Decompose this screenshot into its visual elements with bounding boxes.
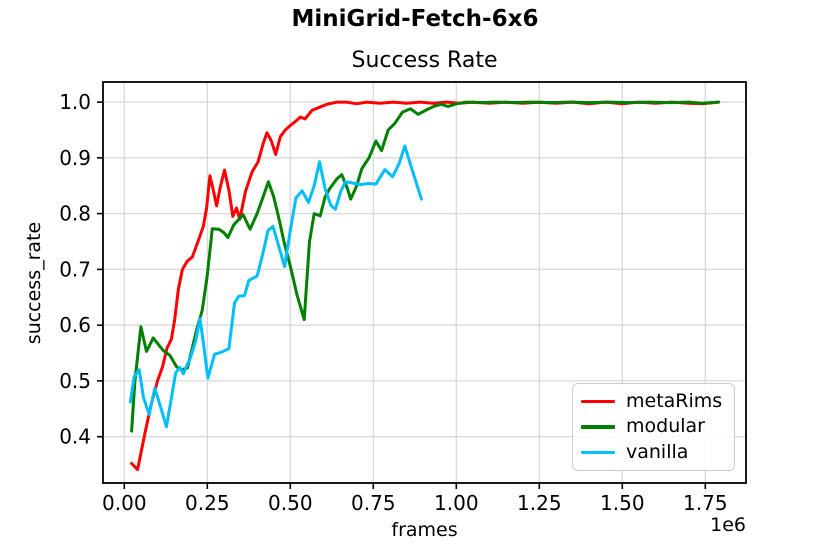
x-tick-label: 1.75 [683, 491, 728, 515]
y-tick-label: 1.0 [59, 90, 91, 114]
x-axis-label: frames [391, 519, 458, 541]
series-line-vanilla [128, 144, 423, 429]
x-tick-label: 0.75 [351, 491, 396, 515]
axes-title: Success Rate [351, 48, 498, 73]
y-tick-label: 0.6 [59, 313, 91, 337]
legend-label: vanilla [626, 440, 689, 463]
x-tick-label: 0.00 [102, 491, 147, 515]
x-tick-label: 1.00 [434, 491, 479, 515]
legend-line-sample-modular [581, 425, 615, 429]
figure-suptitle: MiniGrid-Fetch-6x6 [291, 6, 539, 32]
x-tick-label: 0.25 [185, 491, 230, 515]
y-tick-label: 0.4 [59, 425, 91, 449]
legend-line-sample-vanilla [581, 450, 615, 455]
legend-item-modular: modular [581, 417, 726, 436]
y-tick-label: 0.7 [59, 257, 91, 281]
legend-item-vanilla: vanilla [581, 440, 726, 463]
legend-label: metaRims [626, 390, 723, 413]
legend-item-metaRims: metaRims [581, 392, 726, 411]
x-tick-label: 1.25 [517, 491, 562, 515]
y-tick-label: 0.8 [59, 202, 91, 226]
x-tick-label: 1.50 [600, 491, 645, 515]
y-tick-label: 0.5 [59, 369, 91, 393]
x-tick-label: 0.50 [268, 491, 313, 515]
legend-line-sample-metaRims [581, 399, 615, 404]
y-tick-label: 0.9 [59, 146, 91, 170]
legend-label: modular [626, 415, 705, 438]
axes-spines [102, 81, 747, 484]
x-axis-offset-label: 1e6 [710, 514, 746, 536]
legend: metaRims modular vanilla [572, 383, 735, 471]
y-axis-label: success_rate [23, 221, 45, 345]
series-line-modular [130, 100, 721, 433]
